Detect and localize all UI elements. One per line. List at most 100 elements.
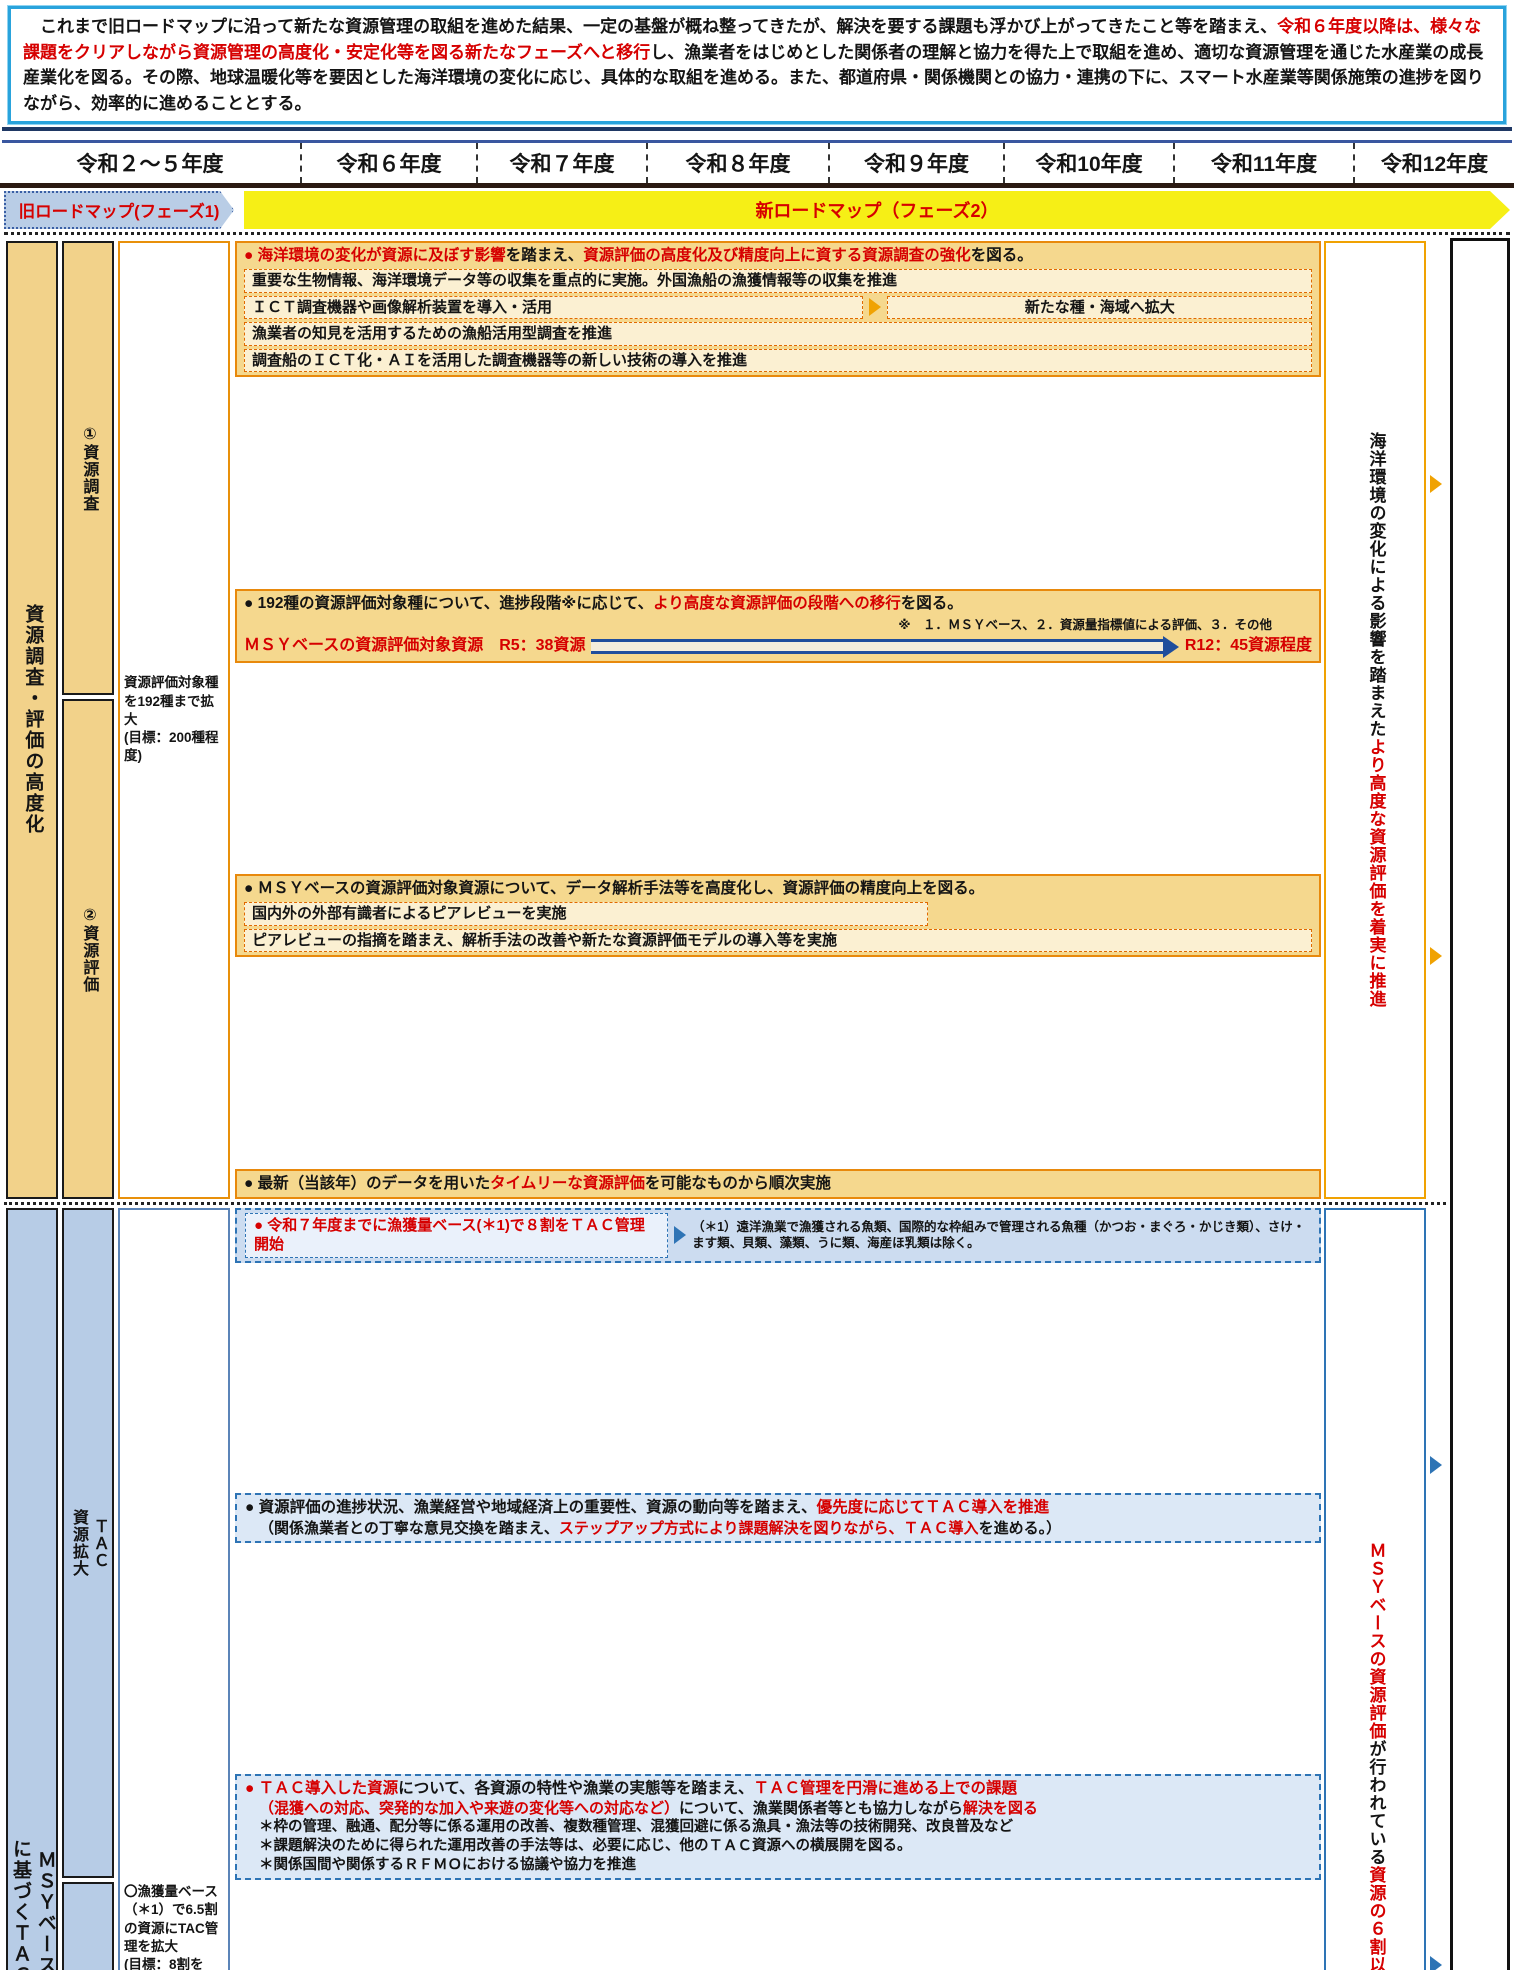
text-segment: ステップアップ方式により課題解決を図りながら、ＴＡＣ導入 [558,1519,979,1537]
model-improve-row: ピアレビューの指摘を踏まえ、解析手法の改善や新たな資源評価モデルの導入等を実施 [244,928,1312,953]
arrow-right-icon [869,298,882,317]
sections-column: 資源調査・評価の高度化 ①資源調査 ②資源評価 資源評価対象種を192種まで拡大… [4,238,1446,1970]
section1-outcome: 海洋環境の変化による影響を踏まえた より高度な資源評価を着実に推進 [1324,241,1426,1199]
section-survey-evaluation: 資源調査・評価の高度化 ①資源調査 ②資源評価 資源評価対象種を192種まで拡大… [4,238,1446,1202]
arrow-right-icon [1430,1455,1442,1474]
text-segment: し、漁業者をはじめとした関係者の理解と協力を得た上で取組を進め、適切な資源管理を… [23,42,1484,113]
fisher-knowledge-row: 漁業者の知見を活用するための漁船活用型調査を推進 [244,322,1312,346]
year-col-r6: 令和６年度 [302,143,478,183]
survey-strengthen-box: ● 海洋環境の変化が資源に及ぼす影響を踏まえ、資源評価の高度化及び精度向上に資す… [235,241,1321,378]
text-segment: タイムリーな資源評価 [490,1174,645,1192]
msy-r5-label: ＭＳＹベースの資源評価対象資源 R5：38資源 [244,637,586,655]
section1-goal: 資源評価対象種を192種まで拡大 (目標：200種程度) [118,241,230,1199]
text-segment: ● ＭＳＹベースの資源評価対象資源について、データ解析手法等を高度化し、資源評価… [244,880,985,898]
text-segment: より高度な資源評価を着実に推進 [1366,737,1386,1008]
sublabel-tac-expand: ＴＡＣ 資源拡大 [62,1207,114,1879]
section1-outcome-arrows [1426,238,1446,1202]
text-segment: これまで旧ロードマップに沿って新たな資源管理の取組を進めた結果、一定の基盤が概ね… [23,17,1278,36]
sublabel-resource-evaluation: ②資源評価 [62,699,114,1199]
year-col-r10: 令和10年度 [1005,143,1175,183]
year-col-r12: 令和12年度 [1380,153,1489,176]
text-segment: 令和６年度以降は、様々な課題をクリアしながら資源管理の高度化・安定化等を図る新た… [23,17,1482,62]
intro-paragraph: これまで旧ロードマップに沿って新たな資源管理の取組を進めた結果、一定の基盤が概ね… [7,5,1507,125]
year-col-r9: 令和９年度 [830,143,1005,183]
text-segment: ● 最新（当該年）のデータを用いた [244,1174,491,1192]
section2-outcome: ＭＳＹベースの資源評価が行われている資源の６割以上について、その資源量をＭＳＹ水… [1324,1207,1426,1970]
tac-issues-box: ● ＴＡＣ導入した資源について、各資源の特性や漁業の実態等を踏まえ、ＴＡＣ管理を… [235,1773,1321,1880]
survey-bullet: ● 海洋環境の変化が資源に及ぼす影響を踏まえ、資源評価の高度化及び精度向上に資す… [244,246,1312,266]
text-segment: ● 192種の資源評価対象種について、進捗段階※に応じて、 [244,594,654,612]
text-segment: を踏まえ、 [505,247,584,264]
text-segment: を図る。 [970,247,1033,264]
sublabel-resource-survey: ①資源調査 [62,241,114,696]
precision-bullet: ● ＭＳＹベースの資源評価対象資源について、データ解析手法等を高度化し、資源評価… [244,879,1312,899]
text-segment: ● [245,1779,259,1797]
progress-arrow-icon [591,635,1179,658]
timely-eval-box: ● 最新（当該年）のデータを用いたタイムリーな資源評価を可能なものから順次実施 [235,1168,1321,1199]
text-segment: ＭＳＹベースの資源評価 [1366,1542,1386,1741]
192-species-box: ● 192種の資源評価対象種について、進捗段階※に応じて、より高度な資源評価の段… [235,588,1321,663]
tac-issues-sub3: ＊関係国間や関係するＲＦＭＯにおける協議や協力を推進 [259,1856,636,1873]
precision-box: ● ＭＳＹベースの資源評価対象資源について、データ解析手法等を高度化し、資源評価… [235,874,1321,958]
text-segment: ● 令和７年度までに漁獲量ベース(＊1)で８割をＴＡＣ管理開始 [254,1216,645,1254]
ict-devices-row: ＩＣＴ調査機器や画像解析装置を導入・活用 [244,295,864,320]
year-col-r2-5: 令和２～５年度 [0,143,302,183]
arrow-right-icon [674,1226,687,1245]
text-segment: 解決を図る [962,1799,1038,1817]
text-segment: より高度な資源評価の段階への移行 [653,594,901,612]
peer-review-row: 国内外の外部有識者によるピアレビューを実施 [244,902,928,926]
text-segment: 優先度に応じてＴＡＣ導入を推進 [816,1499,1050,1517]
text-segment: 資源の６割以上 [1366,1866,1386,1970]
section1-label: 資源調査・評価の高度化 [6,241,58,1199]
year-col-r7: 令和７年度 [478,143,648,183]
text-segment: ＴＡＣ管理を円滑に進める上での課題 [753,1779,1017,1797]
section1-content: ● 海洋環境の変化が資源に及ぼす影響を踏まえ、資源評価の高度化及び精度向上に資す… [235,241,1321,1199]
text-segment: （関係漁業者との丁寧な意見交換を踏まえ、 [259,1519,559,1537]
stage-note: ※ １．ＭＳＹベース、２．資源量指標値による評価、３．その他 [898,617,1272,632]
old-roadmap-phase1-banner: 旧ロードマップ(フェーズ1) [4,191,234,229]
phase-row: 旧ロードマップ(フェーズ1) 新ロードマップ（フェーズ2） [4,192,1510,235]
text-segment: 海洋環境の変化が資源に及ぼす影響 [257,247,506,264]
tac-start-bullet: ● 令和７年度までに漁獲量ベース(＊1)で８割をＴＡＣ管理開始 [245,1212,669,1258]
tac-priority-box: ● 資源評価の進捗状況、漁業経営や地域経済上の重要性、資源の動向等を踏まえ、優先… [235,1493,1321,1544]
tac-issues-bullet: ● ＴＡＣ導入した資源について、各資源の特性や漁業の実態等を踏まえ、ＴＡＣ管理を… [245,1779,1311,1799]
header-divider [2,127,1512,143]
text-segment: 資源評価の高度化及び精度向上に資する資源調査の強化 [583,247,971,264]
text-segment: ＴＡＣ導入した資源 [258,1779,399,1797]
timely-eval-bullet: ● 最新（当該年）のデータを用いたタイムリーな資源評価を可能なものから順次実施 [244,1174,1312,1194]
new-roadmap-phase2-banner: 新ロードマップ（フェーズ2） [244,191,1510,229]
timeline-header: 令和２～５年度 令和６年度 令和７年度 令和８年度 令和９年度 令和10年度 令… [0,143,1514,188]
section2-label: ＭＳＹベースの資源評価 に基づくＴＡＣ管理の推進 [6,1207,58,1970]
main-grid: 資源調査・評価の高度化 ①資源調査 ②資源評価 資源評価対象種を192種まで拡大… [4,238,1510,1970]
research-vessel-row: 調査船のＩＣＴ化・ＡＩを活用した調査機器等の新しい技術の導入を推進 [244,348,1312,373]
text-segment: を可能なものから順次実施 [644,1174,831,1192]
expand-species-row: 新たな種・海域へ拡大 [887,295,1312,320]
text-segment: を進める。） [978,1519,1062,1537]
tac-start-box: ● 令和７年度までに漁獲量ベース(＊1)で８割をＴＡＣ管理開始 （＊1）遠洋漁業… [235,1207,1321,1263]
section-msy-tac: ＭＳＹベースの資源評価 に基づくＴＡＣ管理の推進 ＴＡＣ 資源拡大 ＴＡＣ管理の… [4,1201,1446,1970]
section2-sublabels: ＴＡＣ 資源拡大 ＴＡＣ管理の 運用改善等 国際 資源 [62,1207,114,1970]
section1-sublabels: ①資源調査 ②資源評価 [62,241,114,1199]
tac-stepup-line: （関係漁業者との丁寧な意見交換を踏まえ、ステップアップ方式により課題解決を図りな… [245,1519,1311,1539]
text-segment: 海洋環境の変化による影響を踏まえた [1366,431,1386,738]
tac-issues-sub2: ＊課題解決のために得られた運用改善の手法等は、必要に応じ、他のＴＡＣ資源への横展… [259,1838,912,1855]
text-segment: を図る。 [900,594,963,612]
text-segment: が行われている [1366,1740,1386,1867]
arrow-right-icon [1430,1956,1442,1970]
msy-r12-label: R12：45資源程度 [1184,637,1312,655]
sublabel-tac-operation: ＴＡＣ管理の 運用改善等 [62,1882,114,1970]
section2-content: ● 令和７年度までに漁獲量ベース(＊1)で８割をＴＡＣ管理開始 （＊1）遠洋漁業… [235,1207,1321,1970]
tac-issues-line2: （混獲への対応、突発的な加入や来遊の変化等への対応など）について、漁業関係者等と… [245,1799,1311,1819]
arrow-right-icon [1430,474,1442,493]
section2-goal: 〇漁獲量ベース（＊1）で6.5割の資源にTAC管理を拡大 (目標：8割をTAC管… [118,1207,230,1970]
year-col-r8: 令和８年度 [648,143,830,183]
section2-outcome-arrows [1426,1205,1446,1970]
text-segment: について、各資源の特性や漁業の実態等を踏まえ、 [398,1779,754,1797]
arrow-right-icon [1430,946,1442,965]
192-species-bullet: ● 192種の資源評価対象種について、進捗段階※に応じて、より高度な資源評価の段… [244,594,1312,614]
year-col-r11: 令和11年度 [1175,143,1355,183]
text-segment: ● [244,247,258,264]
tac-priority-bullet: ● 資源評価の進捗状況、漁業経営や地域経済上の重要性、資源の動向等を踏まえ、優先… [245,1498,1311,1518]
tac-issues-sub1: ＊枠の管理、融通、配分等に係る運用の改善、複数種管理、混獲回避に係る漁具・漁法等… [259,1819,1013,1836]
